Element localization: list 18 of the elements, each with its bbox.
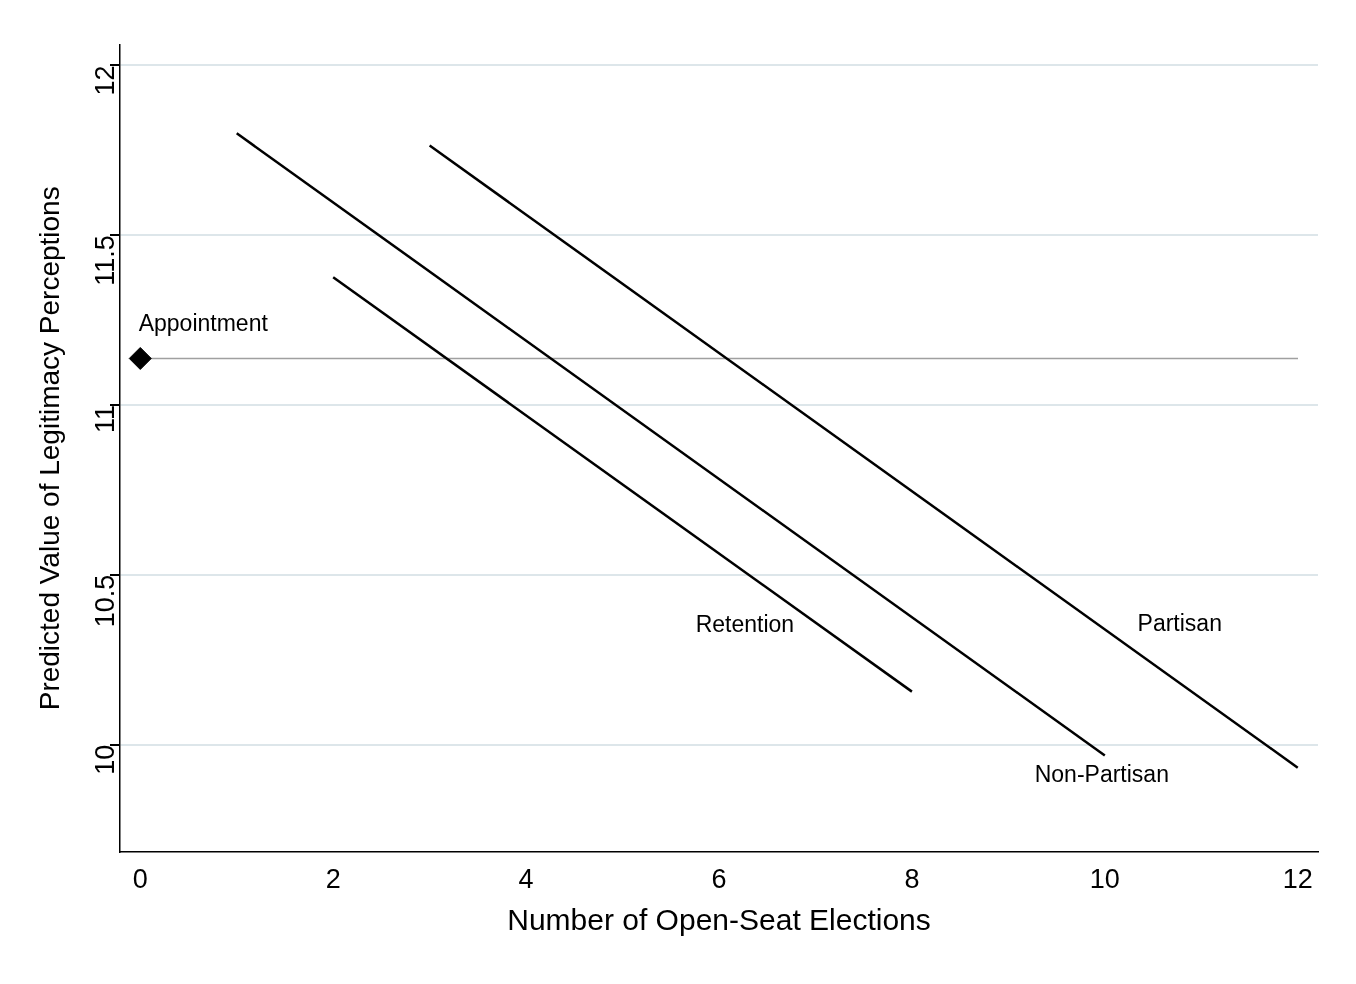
y-axis-title: Predicted Value of Legitimacy Perceptions bbox=[33, 186, 65, 711]
series-label: Partisan bbox=[1137, 610, 1222, 637]
x-tick-label: 6 bbox=[711, 864, 727, 895]
y-tick-label: 10 bbox=[90, 744, 121, 775]
series-label: Retention bbox=[695, 610, 795, 637]
y-tick-label: 11 bbox=[90, 405, 121, 434]
series-label: Appointment bbox=[138, 309, 269, 336]
x-tick-label: 0 bbox=[132, 864, 148, 895]
x-tick-label: 2 bbox=[325, 864, 341, 895]
y-tick-label: 10.5 bbox=[90, 574, 121, 628]
x-tick-label: 4 bbox=[518, 864, 534, 895]
x-tick-label: 12 bbox=[1282, 864, 1313, 895]
x-tick-label: 10 bbox=[1089, 864, 1120, 895]
x-axis-title: Number of Open-Seat Elections bbox=[507, 903, 931, 937]
series-label: Non-Partisan bbox=[1034, 760, 1169, 787]
x-tick-label: 8 bbox=[904, 864, 920, 895]
y-tick-label: 12 bbox=[90, 65, 121, 96]
y-tick-label: 11.5 bbox=[90, 235, 121, 286]
